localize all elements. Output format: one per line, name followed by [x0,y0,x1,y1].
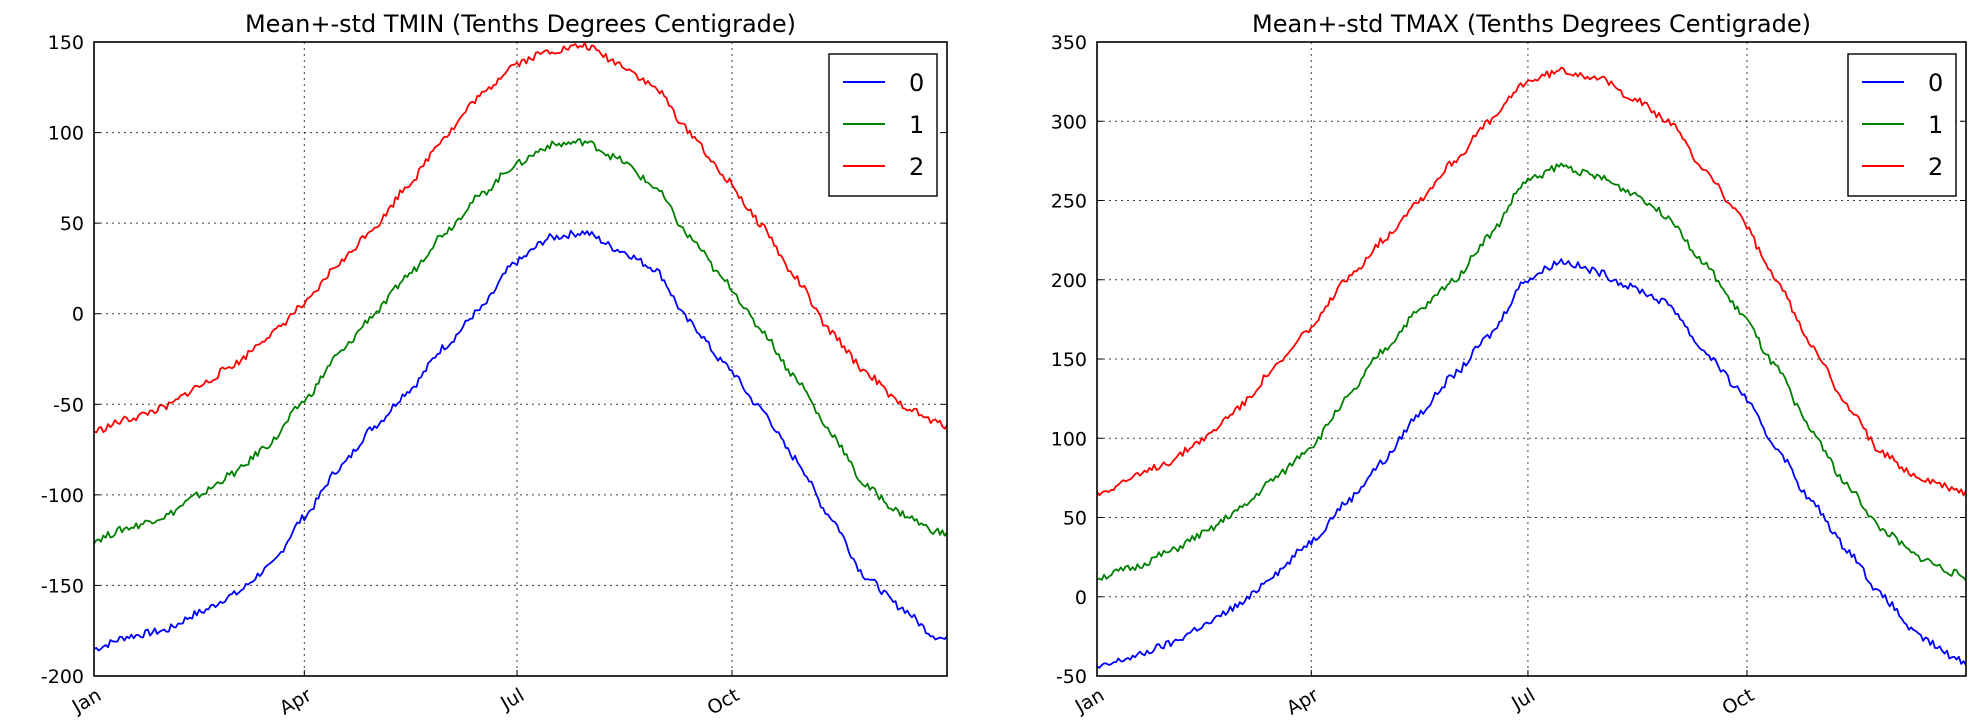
y-tick-label: 150 [1051,349,1087,371]
y-tick-label: 100 [48,123,84,145]
legend-label-2: 2 [909,153,924,181]
y-tick-label: 150 [48,32,84,54]
y-tick-label: -100 [41,485,84,507]
y-tick-label: -50 [1056,666,1087,688]
series-line-0 [94,229,947,652]
series-line-2 [1097,66,1966,497]
series-line-0 [1097,258,1966,669]
x-tick-label: Jan [1071,684,1108,718]
y-tick-label: 50 [60,213,84,235]
y-tick-label: 50 [1063,508,1087,530]
legend-label-1: 1 [1928,111,1943,139]
series-line-1 [1097,162,1966,582]
plot-frame [1096,41,1967,677]
y-tick-label: 100 [1051,428,1087,450]
y-tick-label: 350 [1051,32,1087,54]
y-tick-label: 250 [1051,191,1087,213]
x-tick-label: Jan [68,684,105,718]
series-group [1097,66,1966,669]
series-line-2 [94,42,947,434]
legend-label-0: 0 [909,69,924,97]
legend: 0 1 2 [1847,53,1957,197]
legend-label-0: 0 [1928,69,1943,97]
x-tick-label: Apr [1283,684,1323,720]
legend-label-1: 1 [909,111,924,139]
legend-label-2: 2 [1928,153,1943,181]
x-tick-label: Oct [1719,684,1758,719]
y-tick-label: 200 [1051,270,1087,292]
chart-title: Mean+-std TMIN (Tenths Degrees Centigrad… [245,10,796,38]
y-tick-label: 300 [1051,111,1087,133]
plot-frame [93,41,948,677]
chart-panel-1: Mean+-std TMAX (Tenths Degrees Centigrad… [1051,10,1967,720]
chart-panel-0: Mean+-std TMIN (Tenths Degrees Centigrad… [41,10,948,720]
y-tick-label: -50 [53,394,84,416]
legend: 0 1 2 [828,53,938,197]
series-line-1 [94,138,947,545]
y-tick-label: -200 [41,666,84,688]
x-tick-label: Jul [496,684,528,715]
x-tick-label: Apr [276,684,316,720]
x-tick-label: Jul [1507,684,1539,715]
chart-title: Mean+-std TMAX (Tenths Degrees Centigrad… [1252,10,1811,38]
y-tick-label: -150 [41,575,84,597]
x-tick-label: Oct [704,684,743,719]
series-group [94,42,947,652]
y-tick-label: 0 [72,304,84,326]
y-tick-label: 0 [1075,587,1087,609]
